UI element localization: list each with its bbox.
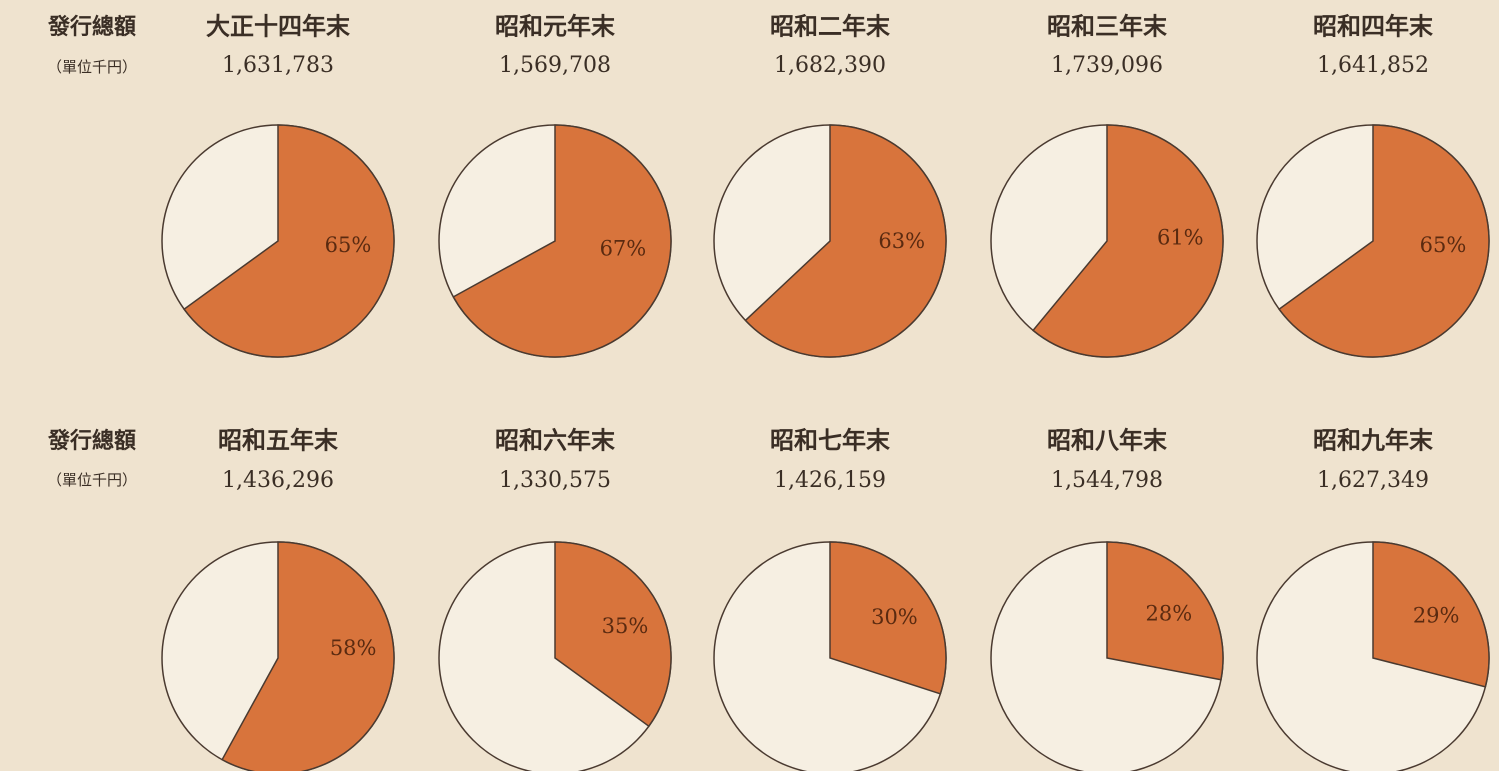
pie-title: 昭和元年末 (495, 12, 616, 41)
pie-slice (452, 124, 672, 358)
value-label: 29% (1413, 603, 1460, 627)
pie-title: 昭和六年末 (495, 426, 616, 455)
pie-total: 1,739,096 (1051, 53, 1163, 78)
pie-title: 昭和七年末 (770, 426, 891, 455)
value-label: 58% (330, 636, 377, 660)
pie-total: 1,641,852 (1317, 53, 1429, 78)
row-label: 發行總額 (47, 14, 136, 40)
pie-slice (1032, 124, 1224, 358)
pie-title: 昭和五年末 (218, 426, 339, 455)
pie-title: 昭和四年末 (1313, 12, 1434, 41)
row-unit: （單位千円） (47, 471, 137, 489)
pie-title: 昭和九年末 (1313, 426, 1434, 455)
value-label: 67% (600, 237, 647, 261)
pie-title: 昭和八年末 (1047, 426, 1168, 455)
value-label: 63% (878, 229, 925, 253)
pie-title: 昭和二年末 (770, 12, 891, 41)
pie-title: 大正十四年末 (206, 12, 351, 41)
pie-total: 1,569,708 (499, 53, 611, 78)
pie-title: 昭和三年末 (1047, 12, 1168, 41)
pie-slice (1278, 124, 1490, 358)
pie-total: 1,627,349 (1317, 468, 1429, 493)
pie-total: 1,426,159 (774, 468, 886, 493)
pie-slice (1106, 541, 1224, 681)
value-label: 65% (1420, 233, 1467, 257)
value-label: 35% (602, 614, 649, 638)
pie-slice (554, 541, 672, 728)
pie-slice (183, 124, 395, 358)
row-unit: （單位千円） (47, 58, 137, 76)
value-label: 61% (1157, 225, 1204, 249)
value-label: 28% (1145, 602, 1192, 626)
row-label: 發行總額 (47, 428, 136, 454)
pie-slice (829, 541, 947, 695)
value-label: 30% (871, 605, 918, 629)
pie-slice (1372, 541, 1490, 688)
pie-total: 1,436,296 (222, 468, 334, 493)
pie-total: 1,682,390 (774, 53, 886, 78)
pie-total: 1,544,798 (1051, 468, 1163, 493)
pie-total: 1,631,783 (222, 53, 334, 78)
value-label: 65% (325, 233, 372, 257)
pie-total: 1,330,575 (499, 468, 611, 493)
pie-slice (221, 541, 395, 771)
pie-slice (744, 124, 947, 358)
